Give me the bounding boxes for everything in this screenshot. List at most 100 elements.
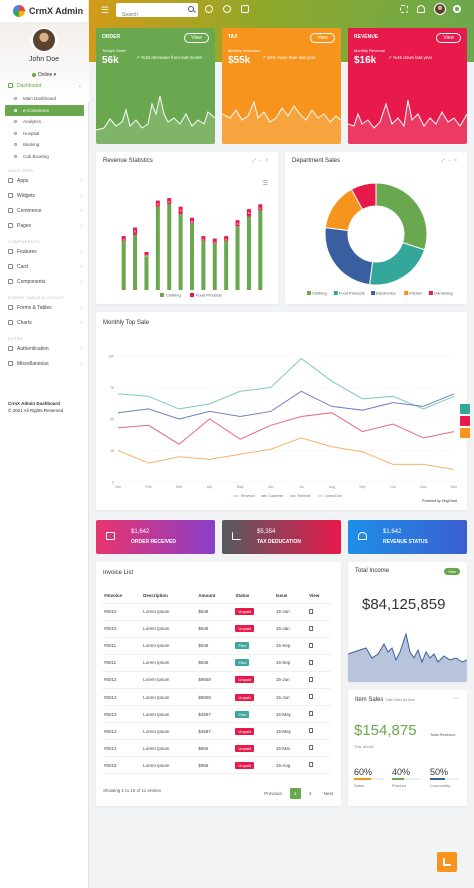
powered-by[interactable]: Powered by ZingChart [422,499,457,503]
sidebar-item-charts[interactable]: Charts › [0,315,89,330]
avatar[interactable] [31,27,57,53]
sidebar-item-components[interactable]: Components › [0,274,89,289]
sidebar-subitem-cab-booking[interactable]: Cab Booking [0,151,89,163]
floating-action-button[interactable] [437,852,457,872]
file-icon[interactable] [309,694,314,700]
sidebar-item-label: Forms & Tables [17,304,52,311]
view-button[interactable]: View [184,33,209,43]
sidebar-item-dashboard[interactable]: Dashboard ⌄ [0,78,89,93]
sidebar-item-label: Apps [17,177,29,184]
bell-icon[interactable] [417,5,425,13]
sidebar-item-auth[interactable]: Authentication › [0,341,89,356]
fullscreen-icon[interactable] [400,5,408,13]
file-icon[interactable] [309,676,314,682]
table-cell: Lorem Ipsum [141,688,197,707]
more-icon[interactable]: ⋯ [453,696,459,702]
column-header[interactable]: Amount [196,588,234,604]
status-cell: Unpaid [233,722,274,741]
close-icon[interactable]: × [265,158,271,164]
search-icon[interactable] [188,6,194,12]
status-badge: Paid [235,710,250,718]
side-tab[interactable] [460,428,470,438]
card-label: TAX DEDUCATION [257,539,301,545]
page-2-button[interactable]: 2 [308,791,312,796]
stat-value: 60% [354,767,373,777]
file-icon[interactable] [309,728,314,734]
side-tab[interactable] [460,404,470,414]
tax-deduction-card[interactable]: $5,354 TAX DEDUCATION [222,520,341,554]
pagination: Previous 1 2 Next [264,788,333,799]
donut-slice-electronics [324,227,374,286]
stat-product: 40% Product [392,767,421,788]
sidebar-item-forms[interactable]: Forms & Tables › [0,300,89,315]
minimize-icon[interactable]: − [259,158,266,164]
x-tick-label: Jan [115,485,121,489]
table-cell: $856 [196,739,234,758]
column-header[interactable]: #Invoice [102,588,142,604]
sidebar-item-features[interactable]: Features › [0,244,89,259]
status-cell: Paid [233,705,274,724]
sidebar-subitem-banking[interactable]: Banking [0,139,89,151]
sidebar-subitem-main-dashboard[interactable]: Main Dashboard [0,93,89,105]
brand[interactable]: CrmX Admin [0,0,88,22]
panel-tools[interactable]: ⤢−× [441,158,460,164]
view-button[interactable]: View [310,33,335,43]
sidebar-item-misc[interactable]: Miscellaneous › [0,356,89,371]
sidebar-item-commerce[interactable]: Commerce › [0,203,89,218]
file-icon[interactable] [309,762,314,768]
sidebar-item-pages[interactable]: Pages › [0,218,89,233]
chat-icon[interactable] [205,5,213,13]
file-icon[interactable] [309,642,314,648]
file-icon[interactable] [309,659,314,665]
view-button[interactable]: View [436,33,461,43]
header-avatar[interactable] [434,3,446,15]
panel-title: Invoice List [103,570,134,576]
column-header[interactable]: Description [141,588,197,604]
department-sales-panel: Department Sales ⤢−× Clothing Food Produc… [285,152,467,304]
expand-icon[interactable]: ⤢ [441,158,449,164]
hamburger-menu-icon[interactable]: ☰ [101,5,110,15]
sidebar-footer: CrmX Admin Dashboard © 2021 All Rights R… [8,400,63,414]
x-tick-label: Aug [329,485,335,489]
file-icon[interactable] [309,625,314,631]
table-cell: 15-Jan [273,620,308,638]
circle-icon [14,131,17,135]
panel-tools[interactable]: ⤢−× [252,158,271,164]
circle-icon [14,120,17,124]
bar-food-products [167,198,172,205]
sidebar-item-apps[interactable]: Apps › [0,173,89,188]
expand-icon[interactable]: ⤢ [252,158,260,164]
menu-icon[interactable]: ☰ [262,181,268,187]
minimize-icon[interactable]: − [448,158,455,164]
file-icon[interactable] [309,745,314,751]
profile-name: John Doe [29,56,59,63]
table-row: #5014 Lorem Ipsum $856 Unpaid 15-Mar [102,739,331,758]
close-icon[interactable]: × [454,158,460,164]
sidebar-item-widgets[interactable]: Widgets › [0,188,89,203]
gear-icon[interactable] [453,5,461,13]
revenue-status-card[interactable]: $1,642 REVENUE STATUS [348,520,467,554]
period-badge[interactable]: Year [443,568,460,575]
prev-button[interactable]: Previous [264,791,282,796]
bar-data-label: 8 [157,203,159,207]
sidebar-subitem-hospital[interactable]: Hospital [0,128,89,140]
search-input[interactable] [116,8,182,22]
sidebar-subitem-analytics[interactable]: Analytics [0,116,89,128]
at-icon[interactable] [223,5,231,13]
side-tab[interactable] [460,416,470,426]
order-received-card[interactable]: $1,642 ORDER RECEIVED [96,520,215,554]
page-1-button[interactable]: 1 [289,788,301,799]
file-icon[interactable] [309,608,314,614]
profile-status[interactable]: Online ▾ [32,72,56,78]
column-header[interactable]: View [307,588,331,604]
column-header[interactable]: Issue [273,588,308,604]
y-tick-label: 25 [110,449,114,453]
clipboard-icon[interactable] [241,5,249,13]
sidebar-subitem-ecommerce[interactable]: e-Commerce [5,104,84,116]
sidebar-item-card[interactable]: Card › [0,259,89,274]
next-button[interactable]: Next [323,791,333,796]
status-cell: Unpaid [233,688,274,707]
column-header[interactable]: Status [233,588,274,604]
bar-food-products [121,236,126,241]
file-icon[interactable] [309,711,314,717]
